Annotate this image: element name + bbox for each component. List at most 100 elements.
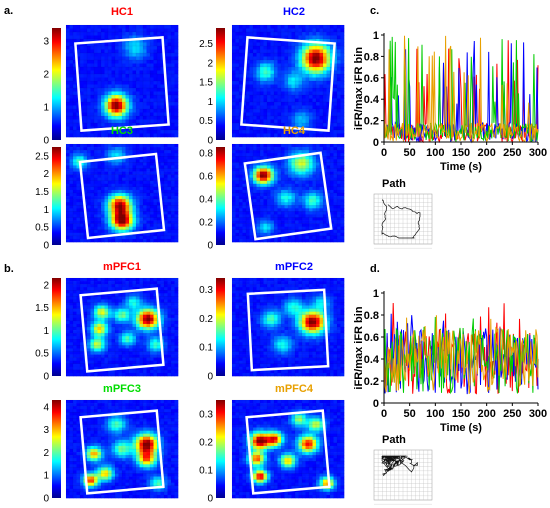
colorbar-tick-label: 1 bbox=[43, 103, 49, 114]
heatmap-mpfc2: mPFC2 0 0.1 0.2 0.3 bbox=[199, 261, 345, 383]
path-panels: Path Path bbox=[373, 178, 433, 505]
y-tick-label: 0.8 bbox=[364, 51, 379, 63]
x-tick-label: 150 bbox=[452, 147, 470, 159]
colorbar-tick-label: 0.5 bbox=[199, 116, 213, 127]
heatmap-grid bbox=[231, 24, 345, 138]
x-tick-label: 300 bbox=[529, 147, 547, 159]
heatmap-mpfc1: mPFC1 0 0.5 1 1.5 2 bbox=[35, 261, 179, 383]
trace-panel-d: 0 50 100 150 200 250 300 0 0.2 0.4 0.6 0.8 1 Time (s)… bbox=[353, 288, 547, 434]
colorbar-tick-label: 1.5 bbox=[35, 303, 49, 314]
arena-boundary bbox=[78, 152, 166, 240]
colorbar-tick-label: 2 bbox=[43, 448, 49, 459]
arena-boundary bbox=[79, 409, 165, 495]
colorbar-tick-label: 2 bbox=[43, 280, 49, 291]
y-tick-label: 0.8 bbox=[364, 310, 379, 322]
trajectory bbox=[381, 455, 418, 477]
x-tick-label: 50 bbox=[404, 147, 416, 159]
x-tick-label: 50 bbox=[404, 408, 416, 420]
colorbar-tick-label: 0.5 bbox=[35, 223, 49, 234]
heatmap-title: mPFC1 bbox=[103, 261, 141, 273]
arena-boundary bbox=[243, 151, 333, 241]
heatmap-hc4: HC4 0 0.2 0.4 0.6 0.8 bbox=[199, 125, 345, 252]
path-panel-c: Path bbox=[373, 178, 433, 249]
colorbar-tick-label: 2.5 bbox=[35, 151, 49, 162]
colorbar-tick-label: 0.8 bbox=[199, 148, 213, 159]
trace-series-4 bbox=[383, 35, 539, 144]
panel-label-c: c. bbox=[370, 5, 379, 17]
colorbar-tick-label: 0 bbox=[207, 494, 213, 505]
heatmap-grid bbox=[65, 399, 179, 499]
heatmap-hc2: HC2 0 0.5 1 1.5 2 2.5 bbox=[199, 6, 345, 147]
heatmap-mpfc3: mPFC3 0 1 2 3 4 bbox=[43, 383, 179, 505]
colorbar-tick-label: 0 bbox=[43, 494, 49, 505]
heatmap-panels: HC1 0 1 2 3 HC2 0 0.5 1 1.5 2 2.5 HC3 0 0.5 1 1.5 2 2.5 HC4… bbox=[35, 6, 345, 505]
trajectory bbox=[381, 199, 421, 239]
colorbar bbox=[52, 28, 61, 140]
y-tick-label: 0.2 bbox=[364, 116, 379, 128]
panel-label-a: a. bbox=[4, 5, 13, 17]
colorbar-tick-label: 0.5 bbox=[35, 349, 49, 360]
heatmap-cells bbox=[66, 25, 179, 138]
colorbar-tick-label: 0.2 bbox=[199, 438, 213, 449]
colorbar bbox=[216, 278, 225, 376]
colorbar-tick-label: 3 bbox=[43, 425, 49, 436]
colorbar-tick-label: 0 bbox=[207, 241, 213, 252]
arena-boundary bbox=[74, 36, 170, 132]
y-tick-label: 0.6 bbox=[364, 73, 379, 85]
x-tick-label: 300 bbox=[529, 408, 547, 420]
colorbar-tick-label: 1.5 bbox=[199, 78, 213, 89]
arena-boundary bbox=[240, 36, 336, 132]
x-tick-label: 0 bbox=[381, 147, 387, 159]
arena-boundary bbox=[245, 409, 331, 495]
y-tick-label: 0.4 bbox=[364, 354, 380, 366]
x-tick-label: 100 bbox=[426, 408, 444, 420]
heatmap-title: mPFC4 bbox=[275, 383, 314, 395]
heatmap-title: HC2 bbox=[283, 6, 305, 18]
colorbar-tick-label: 0.2 bbox=[199, 314, 213, 325]
colorbar-tick-label: 0 bbox=[43, 241, 49, 252]
colorbar-tick-label: 2 bbox=[43, 169, 49, 180]
arena-boundary bbox=[79, 287, 165, 373]
y-tick-label: 0.4 bbox=[364, 94, 380, 106]
colorbar-tick-label: 1.5 bbox=[35, 187, 49, 198]
heatmap-title: HC3 bbox=[111, 125, 133, 137]
path-panel-d: Path bbox=[373, 434, 433, 505]
colorbar-tick-label: 0.3 bbox=[199, 410, 213, 421]
heatmap-cells bbox=[232, 400, 345, 499]
y-tick-label: 1 bbox=[373, 30, 379, 42]
heatmap-hc3: HC3 0 0.5 1 1.5 2 2.5 bbox=[35, 125, 179, 252]
colorbar bbox=[216, 28, 225, 140]
y-tick-label: 1 bbox=[373, 288, 379, 300]
trace-series-3 bbox=[383, 36, 539, 143]
x-axis-label: Time (s) bbox=[440, 161, 482, 173]
colorbar-tick-label: 0.2 bbox=[199, 217, 213, 228]
y-tick-label: 0.6 bbox=[364, 332, 379, 344]
heatmap-mpfc4: mPFC4 0 0.1 0.2 0.3 bbox=[199, 383, 345, 505]
colorbar bbox=[52, 400, 61, 498]
y-tick-label: 0.2 bbox=[364, 376, 379, 388]
colorbar-tick-label: 0 bbox=[207, 136, 213, 147]
x-tick-label: 150 bbox=[452, 408, 470, 420]
heatmap-grid bbox=[65, 24, 179, 138]
y-axis-label: iFR/max iFR bin bbox=[353, 306, 365, 389]
heatmap-title: mPFC2 bbox=[275, 261, 313, 273]
panel-label-d: d. bbox=[370, 263, 380, 275]
y-axis-label: iFR/max iFR bin bbox=[353, 47, 365, 130]
heatmap-hc1: HC1 0 1 2 3 bbox=[43, 6, 179, 147]
colorbar-tick-label: 0.3 bbox=[199, 285, 213, 296]
colorbar-tick-label: 0.4 bbox=[199, 194, 213, 205]
colorbar-tick-label: 1 bbox=[207, 97, 213, 108]
x-tick-label: 250 bbox=[503, 147, 521, 159]
colorbar-tick-label: 0 bbox=[207, 372, 213, 383]
y-tick-label: 0 bbox=[373, 137, 379, 149]
colorbar-tick-label: 0.1 bbox=[199, 343, 213, 354]
x-tick-label: 200 bbox=[477, 147, 495, 159]
x-tick-label: 0 bbox=[381, 408, 387, 420]
colorbar bbox=[52, 147, 61, 245]
colorbar-tick-label: 2.5 bbox=[199, 39, 213, 50]
x-axis-label: Time (s) bbox=[440, 422, 482, 434]
x-tick-label: 100 bbox=[426, 147, 444, 159]
colorbar-tick-label: 2 bbox=[43, 70, 49, 81]
colorbar-tick-label: 2 bbox=[207, 58, 213, 69]
